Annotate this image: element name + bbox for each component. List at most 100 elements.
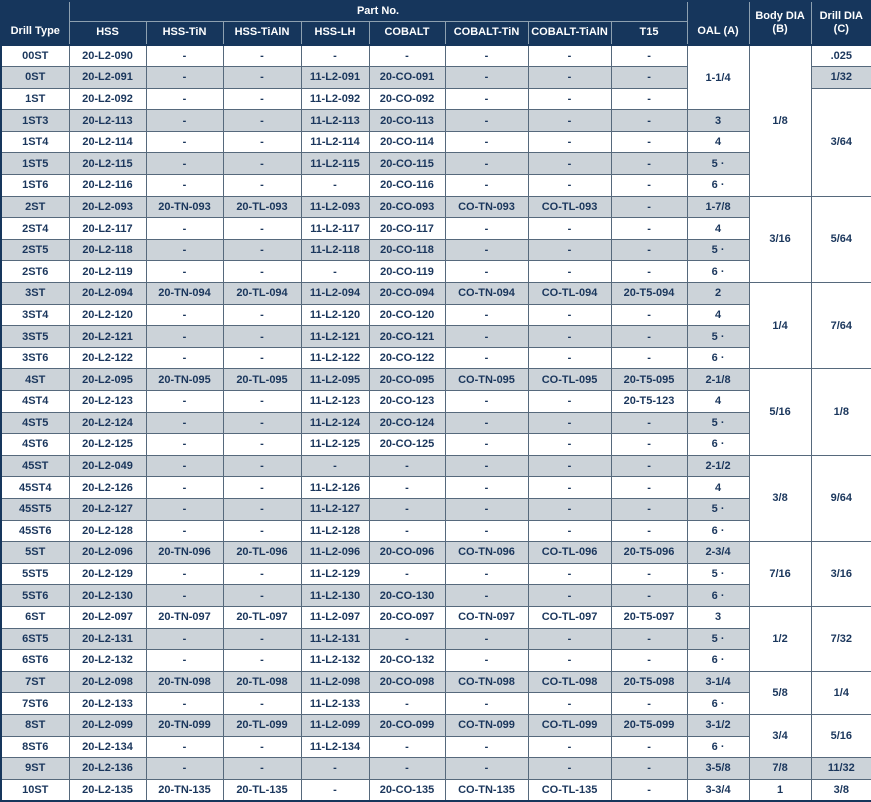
table-row: 6ST 20-L2-097 20-TN-097 20-TL-097 11-L2-097 2… [0,605,871,672]
part-no-cell: - [222,454,302,478]
part-no-cell: - [145,411,224,435]
drill-type-cell: 4ST6 [0,433,70,456]
part-no-cell: - [368,44,446,68]
drill-dia-header-line1: Drill DIA [819,10,864,22]
part-no-cell: 20-TL-095 [222,368,302,391]
part-no-cell: - [300,778,370,802]
part-no-cell: CO-TL-098 [527,670,612,694]
part-no-cell: 20-L2-113 [68,109,147,132]
part-no-cell: - [610,497,688,521]
table-row: 5ST6 20-L2-130- -11-L2-130 20-CO-130- - -6 · [0,584,871,607]
part-no-cell: 20-L2-115 [68,152,147,176]
part-no-cell: - [368,757,446,780]
part-no-cell: 20-L2-091 [68,66,147,89]
part-no-cell: CO-TN-095 [444,368,529,391]
part-no-cell: - [444,325,529,348]
drill-dia-cell: 7/64 [810,282,871,370]
part-no-cell: 20-CO-114 [368,130,446,154]
table-row: 8ST6 20-L2-134- -11-L2-134- - - -6 · [0,735,871,759]
part-no-cell: - [527,497,612,521]
drill-dia-cell: 7/32 [810,605,871,672]
part-no-cell: 11-L2-094 [300,282,370,305]
part-no-cell: 20-TN-098 [145,670,224,694]
part-no-cell: - [527,584,612,607]
part-no-cell: 20-CO-099 [368,713,446,737]
part-no-cell: - [222,411,302,435]
part-no-cell: - [527,433,612,456]
part-no-cell: 20-L2-129 [68,562,147,586]
part-no-cell: - [527,174,612,197]
part-no-cell: 20-T5-096 [610,541,688,564]
oal-cell: 3-3/4 [686,778,750,802]
part-no-cell: 20-CO-124 [368,411,446,435]
part-no-cell: 20-L2-049 [68,454,147,478]
part-no-cell: - [145,757,224,780]
part-no-cell: - [444,217,529,240]
part-no-cell: 20-CO-118 [368,238,446,262]
part-no-cell: - [444,174,529,197]
table-row: 10ST 20-L2-135 20-TN-135 20-TL-135-20-CO-13… [0,778,871,802]
drill-dia-cell: 11/32 [810,757,871,780]
part-no-cell: - [145,87,224,111]
part-no-cell: 20-L2-136 [68,757,147,780]
drill-type-cell: 2ST5 [0,238,70,262]
table-header: Drill Type Part No. OAL (A) Body DIA (B)… [0,0,871,46]
part-no-cell: - [610,195,688,219]
part-no-cell: - [222,390,302,413]
drill-type-header: Drill Type [0,0,70,46]
part-no-cell: - [222,649,302,672]
part-no-cell: - [222,44,302,68]
part-no-cell: 20-T5-123 [610,390,688,413]
part-no-cell: - [444,649,529,672]
part-no-cell: 11-L2-113 [300,109,370,132]
column-header-hss-tin: HSS-TiN [145,20,224,46]
part-no-cell: - [145,66,224,89]
part-no-cell: 20-L2-099 [68,713,147,737]
part-no-cell: - [222,433,302,456]
part-no-cell: 11-L2-134 [300,735,370,759]
drill-type-cell: 1ST5 [0,152,70,176]
drill-dia-cell: 5/16 [810,713,871,759]
drill-type-cell: 8ST [0,713,70,737]
part-no-cell: - [444,433,529,456]
body-dia-header: Body DIA (B) [748,0,812,46]
part-no-cell: - [222,152,302,176]
part-no-cell: - [222,627,302,651]
part-no-cell: - [444,735,529,759]
part-no-cell: 20-L2-095 [68,368,147,391]
body-dia-cell: 5/16 [748,368,812,456]
column-header-hss-tialn: HSS-TiAlN [222,20,302,46]
table-row: 5ST5 20-L2-129- -11-L2-129- - - -5 · [0,562,871,586]
drill-type-cell: 2ST6 [0,260,70,284]
drill-type-cell: 1ST [0,87,70,111]
part-no-cell: 11-L2-127 [300,497,370,521]
part-no-cell: 20-L2-096 [68,541,147,564]
part-no-cell: - [527,411,612,435]
part-no-cell: - [145,152,224,176]
part-no-cell: CO-TN-099 [444,713,529,737]
oal-cell: 6 · [686,519,750,543]
part-no-cell: 11-L2-126 [300,476,370,499]
part-no-cell: - [444,627,529,651]
part-no-cell: CO-TN-096 [444,541,529,564]
part-no-cell: - [610,476,688,499]
part-no-cell: - [222,66,302,89]
table-row: 4ST 20-L2-095 20-TN-095 20-TL-095 11-L2-095 2… [0,368,871,456]
part-no-cell: - [145,584,224,607]
part-no-cell: - [610,433,688,456]
part-no-cell: 20-L2-122 [68,346,147,370]
part-no-cell: 11-L2-132 [300,649,370,672]
table-row: 7ST6 20-L2-133- -11-L2-133- - - -6 · [0,692,871,715]
part-no-cell: - [527,735,612,759]
part-no-cell: 20-L2-121 [68,325,147,348]
part-no-cell: 20-TL-097 [222,605,302,629]
part-no-cell: - [222,692,302,715]
body-dia-cell: 3/8 [748,454,812,543]
oal-cell: 2-1/8 [686,368,750,391]
oal-cell: 2 [686,282,750,305]
table-row: 45ST5 20-L2-127- -11-L2-127- - - -5 · [0,497,871,521]
part-no-cell: - [145,325,224,348]
part-no-cell: - [222,519,302,543]
table-row: 4ST4 20-L2-123- -11-L2-123 20-CO-123- -20-T5… [0,390,871,413]
